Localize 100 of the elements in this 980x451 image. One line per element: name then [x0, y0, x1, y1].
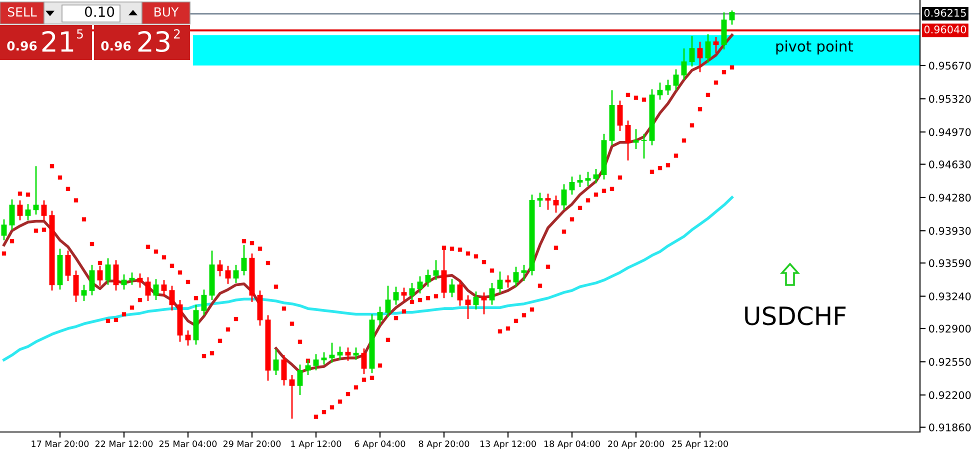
candlestick	[417, 276, 423, 294]
annotation: 21	[42, 31, 74, 52]
candlestick	[329, 342, 335, 364]
candlestick	[633, 128, 639, 150]
candlestick	[657, 82, 663, 100]
candlestick	[153, 278, 159, 301]
candlestick	[65, 250, 71, 282]
candlestick	[145, 276, 151, 302]
band-label: pivot point	[776, 40, 854, 55]
x-tick-label: 8 Apr 20:00	[418, 440, 470, 449]
x-tick-label: 13 Apr 12:00	[480, 440, 536, 449]
candlestick	[113, 259, 119, 292]
candlestick	[729, 10, 735, 26]
candlestick	[489, 282, 495, 306]
y-tick-label: 0.94280	[929, 194, 971, 202]
x-tick-label: 25 Apr 12:00	[672, 440, 728, 449]
candlestick	[457, 279, 463, 306]
candlestick	[497, 270, 503, 294]
y-tick-label: 0.91860	[929, 423, 971, 432]
x-tick-label: 22 Mar 12:00	[95, 440, 153, 448]
candlestick	[593, 168, 599, 184]
candlestick	[505, 274, 511, 288]
candlestick	[697, 41, 703, 73]
candlestick	[385, 285, 391, 318]
x-tick-label: 1 Apr 12:00	[291, 440, 342, 449]
candlestick	[9, 198, 15, 230]
candlestick	[337, 346, 343, 361]
x-tick-label: 25 Mar 04:00	[159, 440, 217, 448]
candlestick	[561, 184, 567, 211]
candlestick	[201, 288, 207, 316]
annotation: 0.10	[84, 6, 114, 18]
candlestick	[425, 268, 431, 288]
y-tick-label: 0.93590	[929, 259, 971, 268]
candlestick	[393, 286, 399, 306]
candlestick	[553, 194, 559, 214]
annotation: 5	[76, 29, 83, 39]
candlestick	[217, 259, 223, 277]
y-tick-label: 0.95670	[929, 62, 971, 70]
line-series	[2, 196, 734, 362]
candlestick	[25, 203, 31, 221]
candlestick	[585, 171, 591, 187]
candlestick	[121, 274, 127, 290]
candlestick	[241, 244, 247, 276]
candlestick	[689, 35, 695, 68]
candlestick	[449, 278, 455, 298]
candlestick	[161, 279, 167, 297]
candlestick	[545, 192, 551, 211]
annotation: SELL	[8, 7, 37, 17]
x-tick-label: 20 Apr 20:00	[608, 440, 664, 449]
y-tick-label: 0.95320	[929, 94, 971, 103]
candlestick	[537, 192, 543, 208]
candlestick	[81, 284, 87, 302]
candlestick	[33, 165, 39, 216]
candlestick	[273, 348, 279, 376]
candlestick	[441, 247, 447, 299]
y-tick-label: 0.93240	[929, 292, 971, 300]
y-tick-label: 0.92200	[929, 391, 971, 400]
candlestick	[321, 352, 327, 366]
text: USDCHF	[745, 306, 846, 326]
x-tick-label: 17 Mar 20:00	[32, 440, 89, 448]
x-tick-label: 29 Mar 20:00	[223, 440, 281, 448]
candlestick	[289, 374, 295, 420]
candlestick	[481, 292, 487, 315]
candlestick	[105, 258, 111, 286]
ref-line-label: 0.96215	[924, 8, 966, 17]
candlestick	[521, 264, 527, 282]
candlestick	[353, 346, 359, 361]
candlestick	[513, 266, 519, 288]
candlestick	[233, 264, 239, 284]
candlestick	[313, 353, 319, 371]
candlestick	[681, 48, 687, 80]
y-tick-label: 0.92550	[929, 358, 971, 366]
annotation: BUY	[154, 7, 179, 17]
candlestick	[89, 264, 95, 296]
candlestick	[673, 68, 679, 91]
candlestick	[705, 33, 711, 64]
annotation: 23	[138, 31, 170, 52]
candlestick	[377, 306, 383, 326]
y-tick-label: 0.92900	[929, 324, 971, 333]
candlestick	[577, 174, 583, 188]
candlestick	[97, 265, 103, 286]
candlestick	[625, 120, 631, 162]
x-tick-label: 6 Apr 04:00	[354, 440, 406, 449]
candlestick	[297, 364, 303, 396]
y-tick-label: 0.93930	[929, 226, 971, 235]
candlestick	[641, 133, 647, 160]
candlestick	[1, 218, 7, 241]
annotation: 0.96	[7, 41, 37, 51]
ref-line-label: 0.96040	[924, 26, 966, 34]
annotation: 0.96	[101, 41, 131, 51]
candlestick	[17, 200, 23, 221]
candlestick	[713, 36, 719, 54]
candlestick	[465, 294, 471, 320]
candlestick	[433, 259, 439, 281]
candlestick	[169, 285, 175, 312]
y-tick-label: 0.94630	[929, 160, 971, 168]
x-tick-label: 18 Apr 04:00	[544, 440, 600, 449]
candlestick	[73, 270, 79, 303]
candlestick	[41, 200, 47, 221]
y-tick-label: 0.94970	[929, 128, 971, 136]
